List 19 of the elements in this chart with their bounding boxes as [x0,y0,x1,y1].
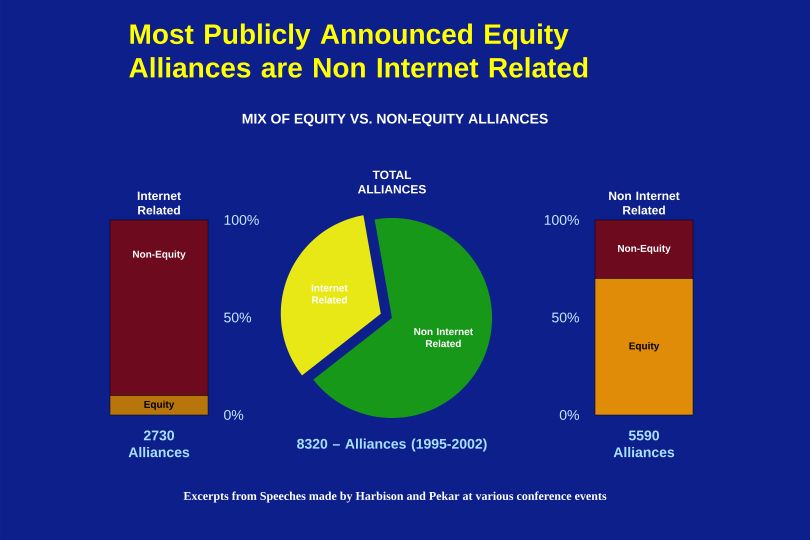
text: Excerpts from Speeches made by Harbison and Pekar at various conference events [184,491,606,503]
y-tick-label: 100% [224,215,259,225]
y-tick-label: 50% [552,312,579,322]
chart-title: TOTAL ALLIANCES [358,170,426,194]
series-label: Equity [144,400,174,410]
text: Most Publicly Announced Equity Alliances are Non Internet Related [129,24,588,78]
y-tick-label: 50% [224,312,252,322]
slice-label: Non Internet Related [414,328,473,348]
x-axis-title: 2730 Alliances [128,430,190,458]
y-tick-label: 0% [224,410,244,420]
x-axis-title: 5590 Alliances [614,430,674,458]
series-label: Non-Equity [133,250,186,260]
series-label: Equity [629,342,660,352]
slice-label: Internet Related [312,284,348,304]
series-label: Non-Equity [618,244,671,254]
text: 8320 – Alliances (1995-2002) [297,438,487,452]
y-tick-label: 0% [560,410,579,420]
chart-subtitle: MIX OF EQUITY VS. NON-EQUITY ALLIANCES [242,114,548,126]
y-tick-label: 100% [544,215,579,225]
